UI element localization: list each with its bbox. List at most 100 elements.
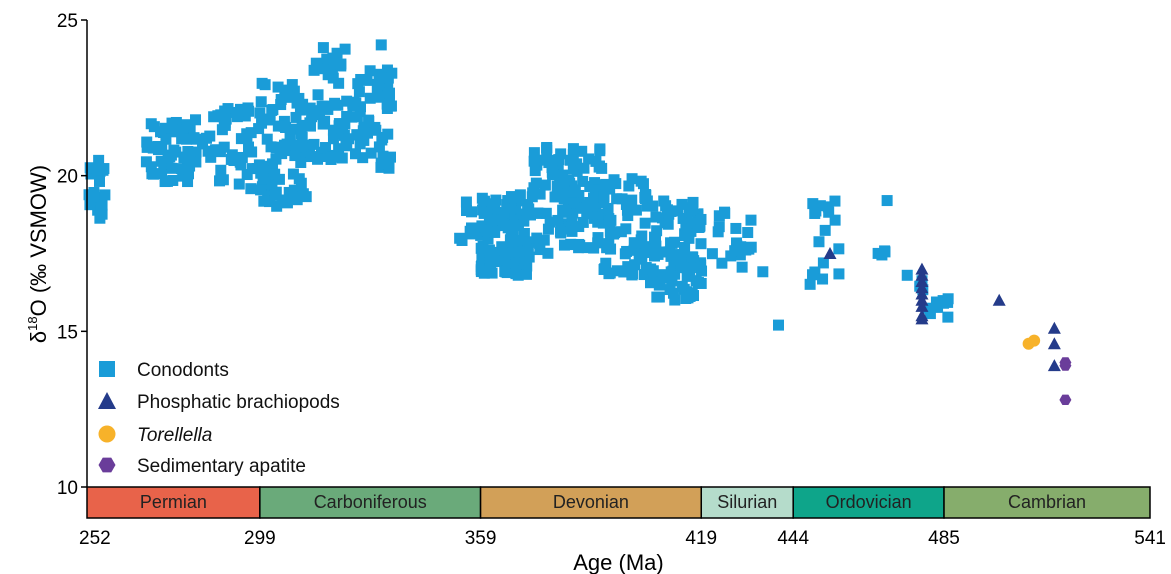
data-point	[202, 145, 214, 157]
data-point	[218, 141, 230, 153]
data-point	[518, 235, 530, 247]
x-tick-label: 485	[928, 528, 960, 549]
data-point	[94, 212, 106, 224]
data-point	[350, 148, 362, 160]
data-point	[369, 121, 381, 133]
x-tick-label: 444	[777, 528, 809, 549]
data-point	[651, 225, 663, 237]
data-point	[490, 206, 502, 218]
data-point	[234, 103, 246, 115]
period-label: Devonian	[553, 492, 629, 512]
data-point	[669, 268, 681, 280]
data-point	[577, 175, 589, 187]
data-point	[506, 236, 518, 248]
data-point	[220, 113, 232, 125]
data-point	[712, 226, 724, 238]
data-point	[377, 131, 389, 143]
period-silurian	[700, 486, 794, 519]
data-point	[268, 168, 280, 180]
data-point	[915, 287, 929, 300]
data-point	[486, 198, 498, 210]
data-point	[160, 133, 172, 145]
data-point	[638, 269, 650, 281]
data-point	[620, 223, 632, 235]
x-tick-label: 419	[685, 528, 717, 549]
data-point	[364, 92, 376, 104]
data-point	[532, 207, 544, 219]
y-tick-label: 10	[57, 478, 78, 499]
data-point	[706, 248, 718, 260]
data-point	[684, 264, 696, 276]
data-point	[564, 154, 576, 166]
data-point	[597, 208, 609, 220]
data-point	[353, 86, 365, 98]
data-point	[773, 319, 785, 331]
data-point	[287, 123, 299, 135]
data-point	[288, 184, 300, 196]
data-point	[475, 266, 487, 278]
data-point	[494, 214, 506, 226]
data-point	[636, 230, 648, 242]
data-point	[259, 178, 271, 190]
data-point	[241, 169, 253, 181]
data-point	[520, 268, 532, 280]
data-point	[719, 206, 731, 218]
data-point	[312, 153, 324, 165]
data-point	[490, 255, 502, 267]
data-point	[611, 265, 623, 277]
data-point	[809, 207, 821, 219]
data-point	[667, 287, 679, 299]
data-point	[264, 114, 276, 126]
period-devonian	[479, 486, 703, 519]
data-point	[225, 153, 237, 165]
data-point	[190, 146, 202, 158]
data-point	[98, 163, 110, 175]
data-point	[385, 100, 397, 112]
data-point	[542, 247, 554, 259]
data-point	[627, 268, 639, 280]
data-point	[641, 200, 653, 212]
data-point	[621, 204, 633, 216]
data-point	[205, 151, 217, 163]
data-point	[682, 292, 694, 304]
data-point	[304, 120, 316, 132]
data-point	[266, 104, 278, 116]
data-point	[373, 91, 385, 103]
data-point	[329, 57, 341, 69]
data-point	[293, 92, 305, 104]
legend-label: Sedimentary apatite	[137, 456, 306, 477]
data-point	[504, 209, 516, 221]
data-point	[358, 121, 370, 133]
legend: Conodonts Phosphatic brachiopods Torellell…	[98, 360, 340, 477]
data-point	[190, 156, 202, 168]
data-point	[170, 116, 182, 128]
data-point	[650, 233, 662, 245]
data-point	[549, 191, 561, 203]
data-point	[156, 168, 168, 180]
legend-marker	[98, 425, 116, 443]
data-point	[278, 120, 290, 132]
data-point	[551, 180, 563, 192]
data-point	[592, 216, 604, 228]
period-bar: Permian Carboniferous Devonian Silurian Ordo…	[79, 486, 1166, 574]
data-point	[351, 111, 363, 123]
data-point	[336, 152, 348, 164]
data-point	[630, 204, 642, 216]
data-point	[923, 302, 935, 314]
period-label: Ordovician	[826, 492, 912, 512]
data-point	[241, 133, 253, 145]
data-point	[603, 215, 615, 227]
data-point	[567, 149, 579, 161]
data-point	[496, 241, 508, 253]
data-point	[518, 227, 530, 239]
data-point	[534, 244, 546, 256]
data-point	[317, 63, 329, 75]
data-point	[833, 268, 845, 280]
data-point	[272, 120, 284, 132]
data-point	[510, 268, 522, 280]
data-point	[311, 61, 323, 73]
legend-label: Conodonts	[137, 360, 229, 381]
data-point	[679, 230, 691, 242]
data-point	[539, 179, 551, 191]
